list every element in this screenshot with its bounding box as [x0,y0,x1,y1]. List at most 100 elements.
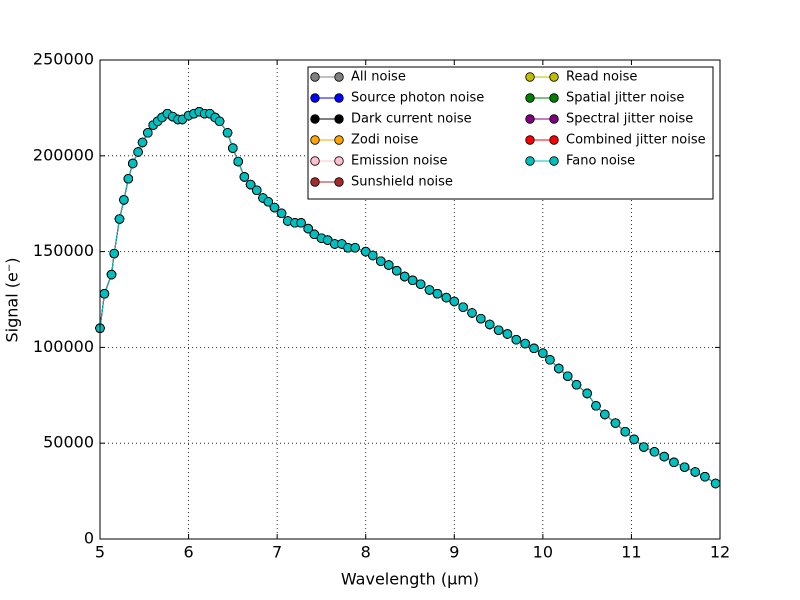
x-tick-label: 11 [621,543,641,562]
x-axis-label: Wavelength (μm) [341,570,479,589]
legend-label: Zodi noise [351,133,418,148]
legend-marker [310,93,320,103]
legend-marker [310,156,320,166]
data-point [458,302,468,312]
data-point [269,202,280,213]
data-point [263,197,273,207]
data-point [214,116,225,127]
data-point [233,156,243,167]
data-point [119,195,129,205]
data-point [222,128,233,138]
legend-marker [549,114,559,124]
legend-marker [525,156,535,166]
legend-marker [334,135,344,145]
data-point [252,185,262,195]
legend-marker [310,114,320,124]
legend-label: Combined jitter noise [566,133,706,148]
data-point [239,172,250,182]
data-point [690,467,700,477]
data-point [322,235,333,245]
data-point [502,329,513,339]
data-point [368,250,378,261]
legend-label: Emission noise [351,154,448,169]
data-point [571,380,582,390]
legend-marker [310,72,320,82]
data-point [228,143,238,153]
data-point [493,325,504,335]
x-tick-label: 8 [361,543,371,562]
legend-box [307,66,714,200]
y-tick-label: 100000 [33,337,94,356]
data-point [485,319,495,330]
data-point [545,355,555,365]
data-point [700,472,710,482]
legend-marker [549,72,559,82]
plot-area [95,59,721,540]
legend-label: Spectral jitter noise [566,112,693,127]
data-point [441,292,452,303]
legend-marker [334,114,344,124]
data-point [133,147,143,157]
data-point [384,260,394,270]
data-point [562,371,573,381]
x-tick-label: 5 [95,543,105,562]
y-tick-label: 0 [84,529,94,548]
data-point [554,363,564,374]
data-point [659,451,669,462]
legend-marker [334,93,344,103]
legend-label: Source photon noise [351,91,484,106]
axes-frame [99,59,721,540]
data-point [511,335,521,345]
data-point [106,269,117,280]
data-point [276,208,287,218]
data-point [376,256,386,266]
x-tick-label: 10 [533,543,553,562]
y-tick-label: 200000 [33,145,94,164]
legend-marker [525,114,535,124]
y-tick-label: 250000 [33,50,94,69]
x-tick-label: 7 [272,543,282,562]
data-point [303,223,313,234]
legend-label: All noise [351,70,406,85]
data-point [392,266,402,276]
legend-marker [334,156,344,166]
data-point [538,348,548,358]
data-point [399,271,410,282]
y-tick-label: 50000 [43,433,94,452]
legend-label: Dark current noise [351,112,472,127]
legend-marker [310,135,320,145]
data-point [109,248,119,259]
legend-marker [549,93,559,103]
x-tick-label: 9 [449,543,459,562]
data-point [449,296,459,307]
data-point [361,246,371,257]
data-point [143,128,153,138]
data-point [520,338,530,349]
series [95,107,721,489]
data-point [415,279,426,289]
legend: All noise Source photon noise Dark current… [307,66,714,200]
data-point [137,137,148,148]
data-point [350,243,360,253]
data-point [99,289,110,299]
y-tick-label: 150000 [33,241,94,260]
legend-marker [310,177,320,187]
data-point [128,158,138,169]
legend-label: Sunshield noise [351,175,453,190]
data-point [669,457,679,468]
data-point [114,214,125,224]
data-point [245,179,256,190]
data-point [296,218,306,228]
data-point [639,442,649,452]
legend-marker [549,156,559,166]
legend-label: Fano noise [566,154,635,169]
data-point [407,275,418,286]
data-point [610,418,621,428]
data-point [529,343,539,354]
y-axis-label: Signal (e⁻) [3,257,22,342]
data-point [476,313,486,324]
legend-marker [334,177,344,187]
legend-label: Spatial jitter noise [566,91,684,106]
x-tick-label: 6 [183,543,193,562]
